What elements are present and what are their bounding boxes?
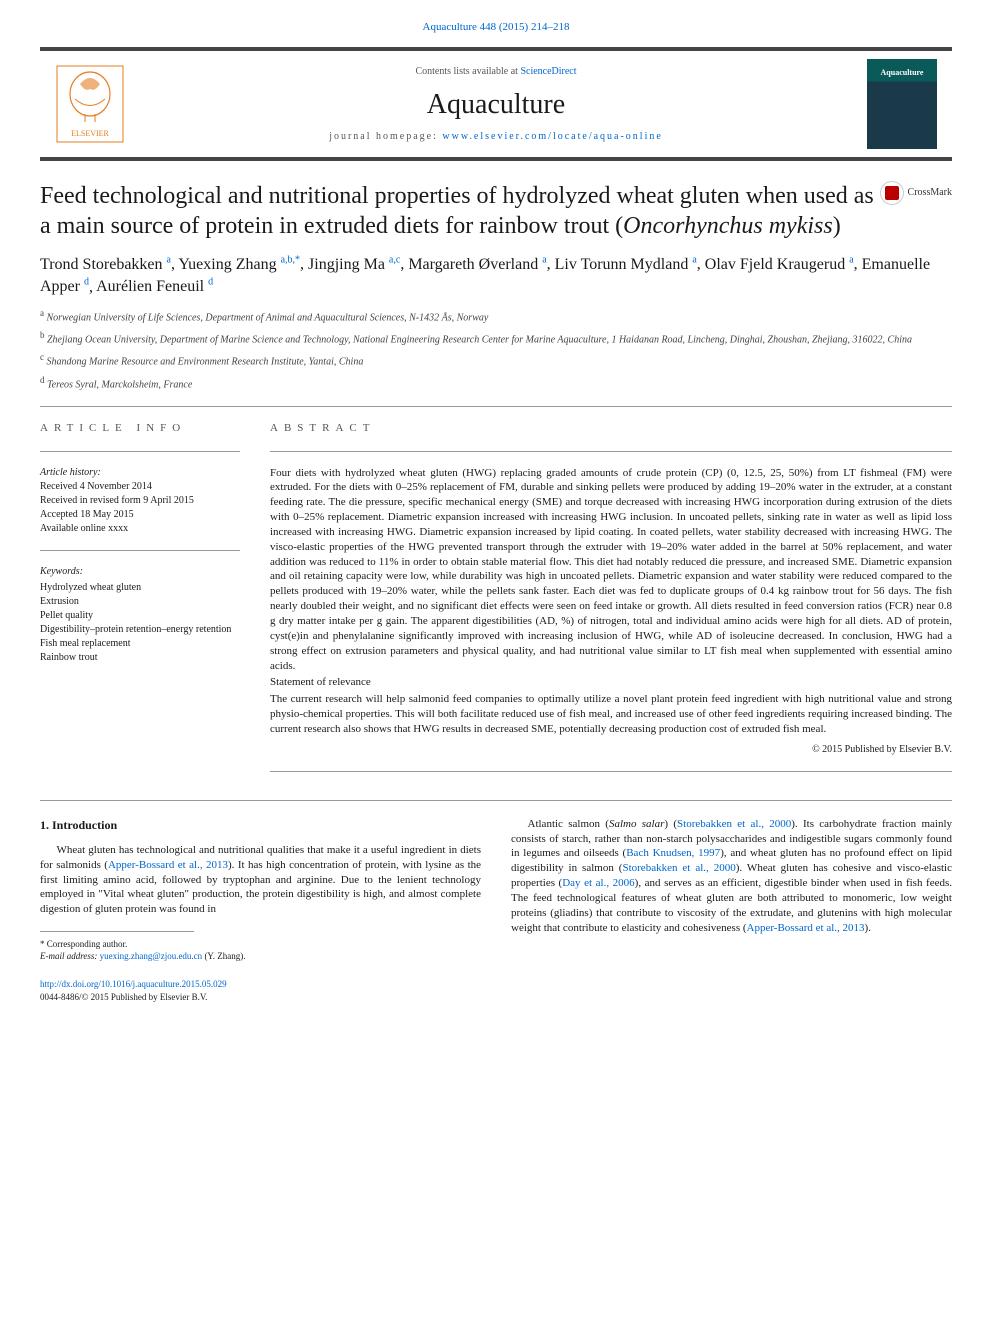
- introduction-heading: 1. Introduction: [40, 817, 481, 833]
- author: Jingjing Ma a,c: [308, 256, 400, 273]
- corresponding-author-footnote: * Corresponding author. E-mail address: …: [40, 938, 481, 962]
- journal-citation[interactable]: Aquaculture 448 (2015) 214–218: [40, 20, 952, 35]
- affiliation: c Shandong Marine Resource and Environme…: [40, 351, 952, 369]
- ref-link[interactable]: Apper-Bossard et al., 2013: [108, 859, 228, 871]
- author: Aurélien Feneuil d: [96, 278, 213, 295]
- journal-cover-wrap: Aquaculture: [852, 59, 952, 149]
- elsevier-logo: ELSEVIER: [55, 64, 125, 144]
- journal-homepage-link[interactable]: www.elsevier.com/locate/aqua-online: [442, 131, 662, 142]
- keyword: Extrusion: [40, 595, 240, 609]
- affiliation: a Norwegian University of Life Sciences,…: [40, 307, 952, 325]
- info-divider: [40, 451, 240, 452]
- doi-footer: http://dx.doi.org/10.1016/j.aquaculture.…: [40, 978, 481, 1002]
- author: Margareth Øverland a: [408, 256, 546, 273]
- body-divider: [40, 800, 952, 801]
- ref-link[interactable]: Apper-Bossard et al., 2013: [747, 922, 865, 934]
- affiliation: b Zhejiang Ocean University, Department …: [40, 329, 952, 347]
- sciencedirect-link[interactable]: ScienceDirect: [520, 66, 576, 77]
- author: Yuexing Zhang a,b,*: [178, 256, 300, 273]
- keywords-block: Keywords: Hydrolyzed wheat glutenExtrusi…: [40, 565, 240, 665]
- doi-link[interactable]: http://dx.doi.org/10.1016/j.aquaculture.…: [40, 979, 227, 989]
- contents-available: Contents lists available at ScienceDirec…: [140, 65, 852, 79]
- journal-cover: Aquaculture: [867, 59, 937, 149]
- author-list: Trond Storebakken a, Yuexing Zhang a,b,*…: [40, 253, 952, 298]
- keyword: Hydrolyzed wheat gluten: [40, 581, 240, 595]
- footnote-separator: [40, 931, 194, 932]
- article-history: Article history: Received 4 November 201…: [40, 466, 240, 536]
- body-column-left: 1. Introduction Wheat gluten has technol…: [40, 817, 481, 1003]
- keyword: Rainbow trout: [40, 651, 240, 665]
- abstract-text: Four diets with hydrolyzed wheat gluten …: [270, 466, 952, 737]
- author: Olav Fjeld Kraugerud a: [705, 256, 854, 273]
- body-column-right: Atlantic salmon (Salmo salar) (Storebakk…: [511, 817, 952, 1003]
- history-line: Received 4 November 2014: [40, 480, 240, 494]
- ref-link[interactable]: Storebakken et al., 2000: [622, 862, 735, 874]
- history-line: Received in revised form 9 April 2015: [40, 494, 240, 508]
- publisher-logo-wrap: ELSEVIER: [40, 64, 140, 144]
- affiliation: d Tereos Syral, Marckolsheim, France: [40, 374, 952, 392]
- article-info-header: ARTICLE INFO: [40, 421, 240, 436]
- article-title: Feed technological and nutritional prope…: [40, 181, 880, 241]
- crossmark-badge[interactable]: CrossMark: [880, 181, 952, 205]
- keyword: Pellet quality: [40, 609, 240, 623]
- crossmark-label: CrossMark: [908, 186, 952, 200]
- author: Trond Storebakken a: [40, 256, 171, 273]
- abstract-bottom-divider: [270, 771, 952, 772]
- abstract-divider: [270, 451, 952, 452]
- abstract-header: ABSTRACT: [270, 421, 952, 436]
- section-divider: [40, 406, 952, 407]
- intro-paragraph-left: Wheat gluten has technological and nutri…: [40, 843, 481, 917]
- ref-link[interactable]: Bach Knudsen, 1997: [626, 847, 720, 859]
- journal-homepage: journal homepage: www.elsevier.com/locat…: [140, 130, 852, 144]
- history-line: Available online xxxx: [40, 522, 240, 536]
- journal-name: Aquaculture: [140, 85, 852, 124]
- keyword: Digestibility–protein retention–energy r…: [40, 623, 240, 637]
- ref-link[interactable]: Day et al., 2006: [562, 877, 634, 889]
- history-line: Accepted 18 May 2015: [40, 508, 240, 522]
- journal-header: ELSEVIER Contents lists available at Sci…: [40, 47, 952, 161]
- abstract-copyright: © 2015 Published by Elsevier B.V.: [270, 743, 952, 757]
- info-divider-2: [40, 550, 240, 551]
- author: Liv Torunn Mydland a: [555, 256, 697, 273]
- svg-text:ELSEVIER: ELSEVIER: [71, 129, 109, 138]
- crossmark-icon: [880, 181, 904, 205]
- intro-paragraph-right: Atlantic salmon (Salmo salar) (Storebakk…: [511, 817, 952, 936]
- journal-cover-label: Aquaculture: [867, 67, 937, 78]
- author-email-link[interactable]: yuexing.zhang@zjou.edu.cn: [100, 951, 203, 961]
- keyword: Fish meal replacement: [40, 637, 240, 651]
- ref-link[interactable]: Storebakken et al., 2000: [677, 818, 791, 830]
